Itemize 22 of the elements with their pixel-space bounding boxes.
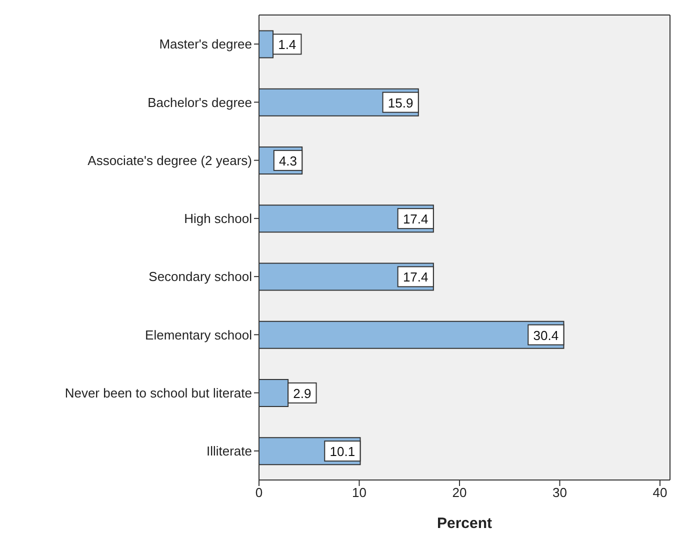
y-tick-label: Elementary school <box>145 327 252 342</box>
y-tick-label: Illiterate <box>206 444 252 459</box>
y-tick-label: Secondary school <box>148 269 252 284</box>
data-label: 17.4 <box>402 212 428 227</box>
y-tick-label: High school <box>184 211 252 226</box>
y-tick-label: Bachelor's degree <box>148 94 252 110</box>
data-label: 1.4 <box>278 37 296 52</box>
data-label: 4.3 <box>278 153 298 168</box>
data-label: 30.4 <box>533 328 559 343</box>
x-tick-label: 30 <box>552 485 567 500</box>
data-label: 10.1 <box>330 444 356 460</box>
data-label: 17.4 <box>402 270 428 285</box>
x-tick-label: 0 <box>255 485 263 500</box>
x-axis-title: Percent <box>436 515 492 532</box>
x-tick-label: 20 <box>452 485 467 500</box>
data-label: 2.9 <box>293 386 312 401</box>
y-tick-label: Never been to school but literate <box>64 385 252 400</box>
x-tick-label: 10 <box>352 485 366 500</box>
y-tick-label: Master's degree <box>159 36 252 52</box>
y-tick-label: Associate's degree (2 years) <box>88 152 252 168</box>
data-label: 15.9 <box>388 95 414 110</box>
x-tick-label: 40 <box>652 485 668 500</box>
